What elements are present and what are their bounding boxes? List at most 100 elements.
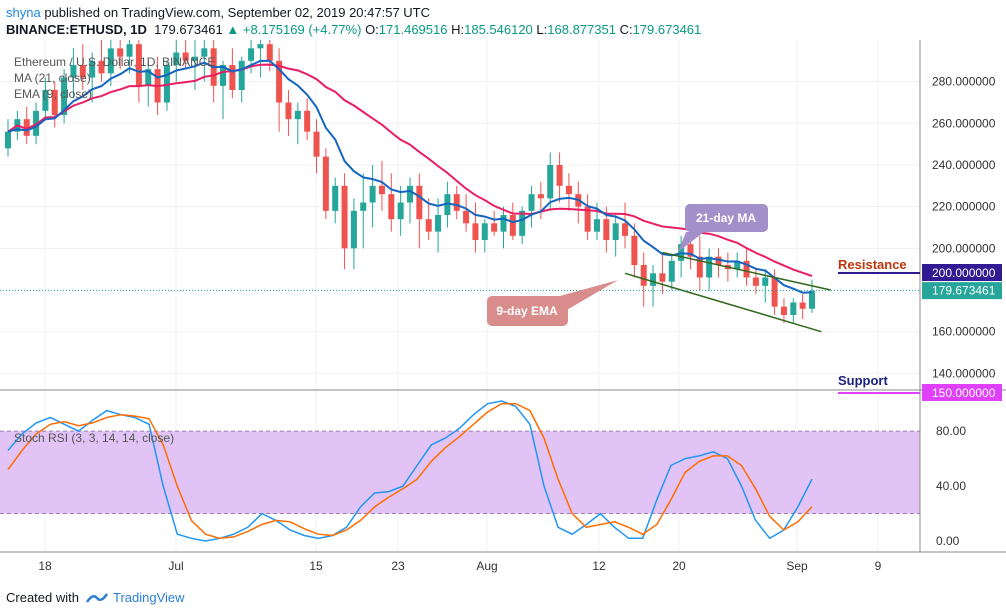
- candle-body: [612, 223, 619, 240]
- candle-body: [743, 260, 750, 278]
- ema-9-line: [7, 59, 813, 294]
- candle-body: [173, 52, 180, 65]
- candle-body: [809, 290, 815, 309]
- candle-body: [472, 223, 479, 240]
- candle-body: [659, 273, 666, 282]
- last-price-tag: [922, 282, 1002, 300]
- ema-callout-label: 9-day EMA: [496, 304, 558, 318]
- candle-body: [734, 260, 741, 270]
- price-tick-label: 160.000000: [932, 325, 996, 339]
- candle-body: [593, 219, 600, 232]
- price-tick-label: 260.000000: [932, 116, 996, 130]
- candle-body: [453, 194, 460, 211]
- tradingview-logo-icon: [85, 592, 109, 603]
- candle-body: [276, 60, 283, 103]
- candle-body: [481, 223, 488, 240]
- ma-callout-box: [685, 204, 768, 232]
- candle-body: [98, 60, 105, 74]
- candle-body: [790, 302, 797, 315]
- candle-body: [89, 60, 96, 78]
- candle-body: [313, 131, 320, 157]
- ohlc-high-label: H:: [451, 22, 465, 37]
- candle-body: [285, 102, 292, 120]
- legend-ma: MA (21, close): [14, 71, 91, 85]
- candle-body: [519, 210, 526, 236]
- candle-body: [416, 185, 423, 220]
- time-tick-label: Sep: [786, 559, 808, 573]
- time-tick-label: 23: [391, 559, 405, 573]
- candle-body: [556, 165, 563, 186]
- candle-body: [229, 65, 236, 90]
- tradingview-brand[interactable]: TradingView: [112, 590, 185, 605]
- candle-body: [537, 194, 544, 199]
- time-tick-label: Jul: [168, 559, 183, 573]
- publish-info: published on TradingView.com, September …: [44, 5, 430, 20]
- candle-body: [248, 48, 255, 61]
- ema-callout-pointer: [560, 280, 618, 314]
- candle-body: [752, 277, 759, 286]
- candle-body: [341, 185, 348, 249]
- candle-body: [182, 52, 189, 61]
- candle-body: [407, 185, 413, 203]
- candle-body: [61, 77, 68, 115]
- legend-ema: EMA (9, close): [14, 87, 92, 101]
- author-name[interactable]: shyna: [6, 5, 41, 20]
- time-axis-ticks[interactable]: 18 Jul 15 23 Aug 12 20 Sep 9: [38, 559, 881, 573]
- last-price-value: 179.673461: [932, 284, 996, 298]
- ema-callout-box: [487, 296, 568, 326]
- candle-body: [528, 194, 535, 211]
- ma-callout: 21-day MA: [678, 204, 768, 252]
- candle-body: [799, 302, 806, 309]
- candle-body: [696, 256, 703, 278]
- candle-body: [42, 90, 49, 111]
- stoch-d-line: [7, 402, 813, 540]
- price-tick-label: 200.000000: [932, 241, 996, 255]
- resistance-label: Resistance: [838, 257, 907, 272]
- candle-body: [220, 65, 227, 86]
- candle-body: [257, 44, 264, 49]
- candle-body: [463, 210, 470, 224]
- ema-callout: 9-day EMA: [487, 280, 618, 326]
- ohlc-open-label: O:: [365, 22, 379, 37]
- up-arrow-icon: ▲: [226, 22, 240, 37]
- channel-upper-line: [662, 251, 831, 291]
- candle-body: [650, 273, 657, 286]
- price-change: +8.175169 (+4.77%): [242, 22, 362, 37]
- time-tick-label: 20: [672, 559, 686, 573]
- candle-body: [266, 44, 273, 61]
- candle-body: [435, 215, 442, 232]
- resistance-value: 200.000000: [932, 266, 996, 280]
- descending-channel: [624, 251, 831, 333]
- candle-body: [631, 235, 638, 265]
- chart-area[interactable]: 140.000000160.000000180.000000200.000000…: [0, 40, 1006, 588]
- candle-body: [79, 65, 86, 78]
- support-value: 150.000000: [932, 386, 996, 400]
- candle-body: [397, 202, 404, 220]
- publish-header: shyna published on TradingView.com, Sept…: [6, 5, 430, 20]
- rsi-tick-label: 80.00: [936, 424, 966, 438]
- candle-body: [425, 219, 432, 232]
- candle-body: [135, 44, 142, 86]
- symbol-label: BINANCE:ETHUSD, 1D: [6, 22, 147, 37]
- rsi-band-dashes: [0, 430, 920, 515]
- candle-body: [706, 256, 713, 278]
- candle-body: [117, 48, 124, 57]
- candle-body: [145, 69, 152, 86]
- candle-body: [603, 219, 610, 240]
- ohlc-close: 179.673461: [632, 22, 702, 37]
- ohlc-low: 168.877351: [547, 22, 616, 37]
- candle-body: [762, 277, 769, 286]
- ma-21-line: [7, 63, 813, 277]
- created-with-label: Created with: [6, 590, 79, 605]
- ohlc-low-label: L:: [536, 22, 548, 37]
- candle-body: [668, 260, 675, 282]
- candle-body: [771, 277, 778, 307]
- candle-body: [622, 223, 629, 236]
- candle-body: [780, 306, 787, 315]
- rsi-axis-ticks[interactable]: 0.00 40.00 80.00: [936, 424, 966, 548]
- candle-body: [70, 65, 77, 78]
- price-value: 179.673461: [154, 22, 223, 37]
- rsi-tick-label: 40.00: [936, 479, 966, 493]
- rsi-tick-label: 0.00: [936, 534, 960, 548]
- time-tick-label: 9: [875, 559, 882, 573]
